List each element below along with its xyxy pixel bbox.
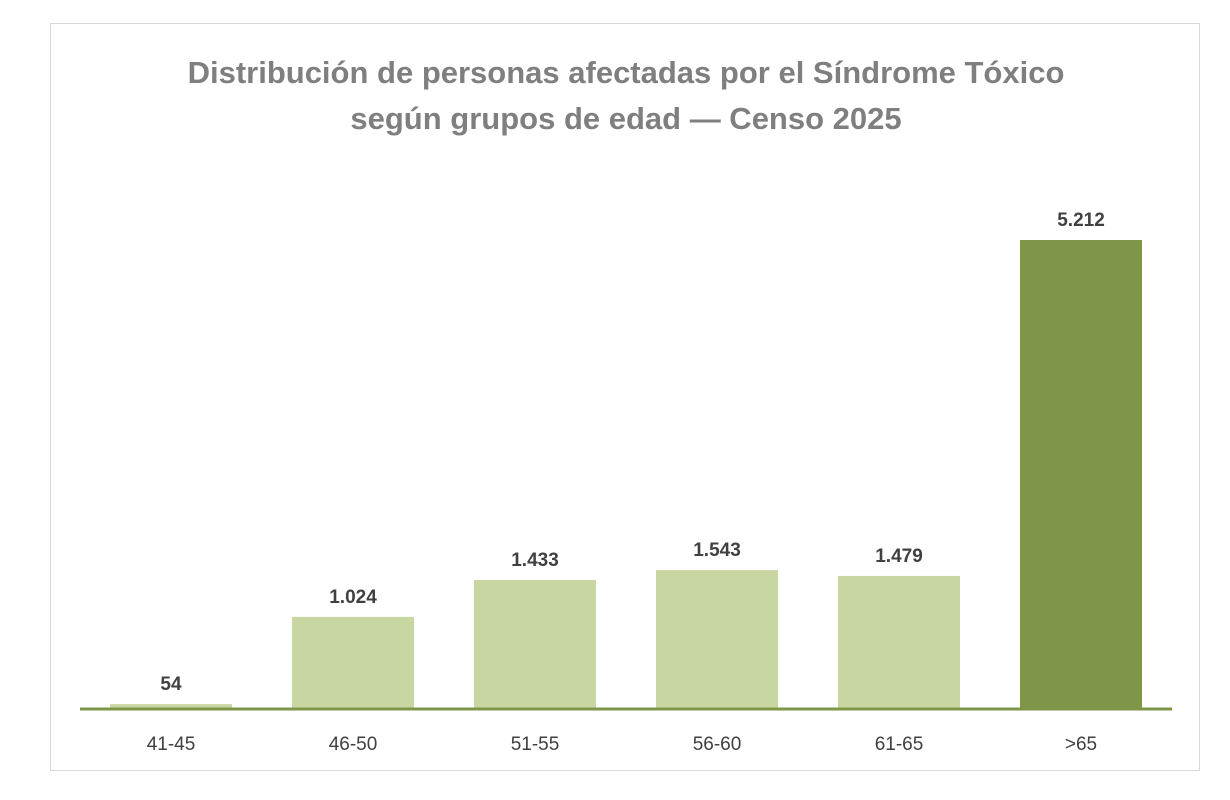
x-tick-label-56-60: 56-60 [693, 734, 742, 755]
bar-61-65 [838, 575, 960, 709]
bar-56-60 [656, 570, 778, 709]
bar->65 [1020, 240, 1142, 709]
chart-title-line-2: según grupos de edad — Censo 2025 [350, 101, 902, 136]
x-tick-label->65: >65 [1065, 734, 1097, 755]
chart-title: Distribución de personas afectadas por e… [0, 50, 1230, 142]
bar-41-45 [110, 704, 232, 709]
x-tick-label-51-55: 51-55 [511, 734, 560, 755]
x-tick-label-41-45: 41-45 [147, 734, 196, 755]
data-label-56-60: 1.543 [693, 540, 741, 561]
data-label-51-55: 1.433 [511, 550, 559, 571]
x-tick-label-61-65: 61-65 [875, 734, 924, 755]
bar-51-55 [474, 580, 596, 709]
chart-frame [50, 23, 1200, 771]
data-label-41-45: 54 [160, 674, 182, 695]
chart-title-line-1: Distribución de personas afectadas por e… [187, 55, 1065, 90]
data-label-46-50: 1.024 [329, 587, 377, 608]
bar-46-50 [292, 616, 414, 709]
data-label-61-65: 1.479 [875, 546, 923, 567]
x-tick-label-46-50: 46-50 [329, 734, 378, 755]
data-label->65: 5.212 [1057, 210, 1105, 231]
